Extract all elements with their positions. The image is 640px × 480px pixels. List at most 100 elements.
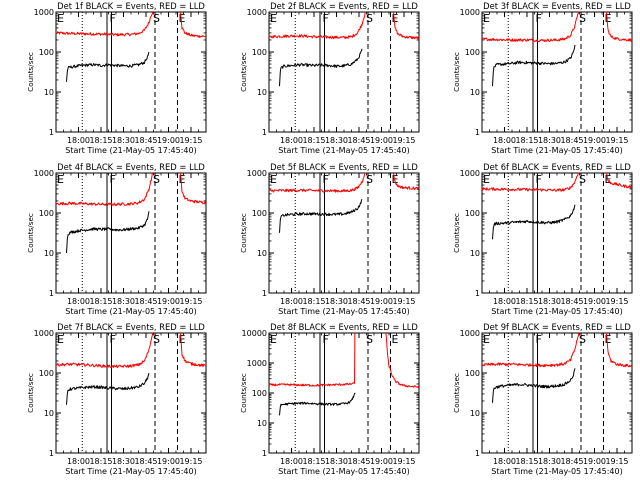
panel-4-lld-trace-segment-2 — [180, 172, 207, 205]
panel-3-events-trace-segment-1 — [492, 44, 576, 87]
panel-4-marker-letter: E — [179, 173, 186, 186]
panel-5-xtick-label: 19:00 — [370, 297, 393, 306]
panel-4-xtick-label: 18:00 — [67, 297, 90, 306]
panel-8-xtick-label: 19:00 — [370, 457, 393, 466]
panel-3-ytick-label: 100 — [465, 48, 480, 57]
panel-3-lld-trace-segment-2 — [606, 11, 633, 42]
panel-3-marker-letter: E — [605, 12, 612, 25]
panel-8-lld-trace-segment-2 — [385, 332, 420, 389]
panel-2-xtick-label: 19:00 — [370, 136, 393, 145]
panel-5-xlabel: Start Time (21-May-05 17:45:40) — [278, 307, 409, 316]
panel-2-xtick-label: 18:00 — [280, 136, 303, 145]
panel-2-marker-letter: F — [323, 12, 329, 25]
panel-9-title: Det 9f BLACK = Events, RED = LLD — [483, 322, 631, 332]
panel-6-ylabel: Counts/sec — [452, 213, 461, 253]
panel-1-ytick-label: 1 — [49, 128, 54, 137]
panel-6-ytick-label: 10 — [470, 249, 480, 258]
panel-4-xtick-label: 18:30 — [112, 297, 135, 306]
panel-8-xlabel: Start Time (21-May-05 17:45:40) — [278, 467, 409, 476]
panel-4-lld-trace-segment-1 — [55, 172, 154, 206]
panel-1-marker-letter: S — [153, 12, 160, 25]
panel-9-ytick-label: 1000 — [460, 329, 480, 338]
panel-8-marker-letter: E — [270, 333, 277, 346]
panel-9-xtick-label: 19:00 — [583, 457, 606, 466]
panel-1: Det 1f BLACK = Events, RED = LLD 1 10 100 10… — [26, 1, 207, 155]
panel-1-xtick-label: 19:00 — [157, 136, 180, 145]
panel-7-xtick-label: 18:45 — [134, 457, 157, 466]
panel-6-lld-trace-segment-1 — [481, 172, 579, 192]
panel-1-ytick-label: 1000 — [34, 8, 54, 17]
panel-8-xtick-label: 18:30 — [325, 457, 348, 466]
panel-2-xtick-label: 18:15 — [302, 136, 325, 145]
panel-8-ytick-label: 10000 — [242, 329, 267, 338]
panel-7-ytick-label: 1000 — [34, 329, 54, 338]
panel-2-lld-trace-segment-1 — [268, 11, 366, 40]
panel-1-ytick-label: 10 — [44, 88, 54, 97]
panel-8-ytick-label: 10 — [257, 419, 267, 428]
panel-3-xtick-label: 18:45 — [560, 136, 583, 145]
panel-5-xtick-label: 18:15 — [302, 297, 325, 306]
panel-9-events-trace-segment-1 — [492, 368, 576, 403]
panel-4-xtick-label: 19:00 — [157, 297, 180, 306]
panel-5-title: Det 5f BLACK = Events, RED = LLD — [270, 162, 418, 172]
panel-9-xlabel: Start Time (21-May-05 17:45:40) — [491, 467, 622, 476]
panel-1-xtick-label: 18:45 — [134, 136, 157, 145]
panel-8-axes-frame — [268, 332, 420, 454]
panel-2-ytick-label: 1 — [262, 128, 267, 137]
panel-4-axes-frame — [55, 172, 207, 294]
panel-6: Det 6f BLACK = Events, RED = LLD 1 10 100 10… — [452, 162, 633, 316]
panel-8-title: Det 8f BLACK = Events, RED = LLD — [270, 322, 418, 332]
panel-6-marker-letter: F — [536, 173, 542, 186]
panel-9-ytick-label: 1 — [475, 449, 480, 458]
panel-6-xtick-label: 19:15 — [605, 297, 628, 306]
panel-4-ytick-label: 10 — [44, 249, 54, 258]
panel-6-lld-trace-segment-2 — [606, 172, 633, 189]
panel-3: Det 3f BLACK = Events, RED = LLD 1 10 100 10… — [452, 1, 633, 155]
panel-4-xtick-label: 19:15 — [179, 297, 202, 306]
panel-2-xtick-label: 18:45 — [347, 136, 370, 145]
panel-8-ytick-label: 100 — [252, 389, 267, 398]
panel-9-lld-trace-segment-1 — [481, 332, 580, 368]
panel-4-marker-letter: S — [153, 173, 160, 186]
panel-5-ytick-label: 10 — [257, 249, 267, 258]
panel-9-marker-letter: F — [536, 333, 542, 346]
panel-6-xtick-label: 18:30 — [538, 297, 561, 306]
panel-5-marker-letter: E — [392, 173, 399, 186]
panel-4: Det 4f BLACK = Events, RED = LLD 1 10 100 10… — [26, 162, 207, 316]
panel-9-axes-frame — [481, 332, 633, 454]
panel-1-marker-letter: F — [110, 12, 116, 25]
panel-7-ytick-label: 10 — [44, 409, 54, 418]
panel-1-ylabel: Counts/sec — [26, 52, 35, 92]
panel-3-xtick-label: 18:15 — [515, 136, 538, 145]
panel-9-xtick-label: 18:15 — [515, 457, 538, 466]
panel-3-xlabel: Start Time (21-May-05 17:45:40) — [491, 146, 622, 155]
panel-3-title: Det 3f BLACK = Events, RED = LLD — [483, 1, 631, 11]
panel-4-ytick-label: 1 — [49, 289, 54, 298]
panel-9-xtick-label: 19:15 — [605, 457, 628, 466]
panel-1-xtick-label: 19:15 — [179, 136, 202, 145]
panel-5-xtick-label: 18:30 — [325, 297, 348, 306]
panel-6-xtick-label: 19:00 — [583, 297, 606, 306]
panel-8-marker-letter: F — [323, 333, 329, 346]
panel-2-ytick-label: 1000 — [247, 8, 267, 17]
panel-2-marker-letter: E — [270, 12, 277, 25]
panel-4-ylabel: Counts/sec — [26, 213, 35, 253]
panel-9-xtick-label: 18:30 — [538, 457, 561, 466]
panel-9-ytick-label: 100 — [465, 369, 480, 378]
panel-4-ytick-label: 1000 — [34, 169, 54, 178]
panel-1-marker-letter: E — [179, 12, 186, 25]
panel-9-marker-letter: E — [483, 333, 490, 346]
panel-7-events-trace-segment-1 — [66, 372, 150, 405]
panel-2-xlabel: Start Time (21-May-05 17:45:40) — [278, 146, 409, 155]
panel-6-title: Det 6f BLACK = Events, RED = LLD — [483, 162, 631, 172]
panel-5-ytick-label: 100 — [252, 209, 267, 218]
panel-5-marker-letter: S — [366, 173, 373, 186]
panel-4-xlabel: Start Time (21-May-05 17:45:40) — [65, 307, 196, 316]
panel-2-marker-letter: E — [392, 12, 399, 25]
panel-2: Det 2f BLACK = Events, RED = LLD 1 10 100 10… — [239, 1, 420, 155]
panel-9-ylabel: Counts/sec — [452, 373, 461, 413]
panel-9-marker-letter: S — [579, 333, 586, 346]
panel-8-ylabel: Counts/sec — [239, 373, 248, 413]
panel-3-ylabel: Counts/sec — [452, 52, 461, 92]
